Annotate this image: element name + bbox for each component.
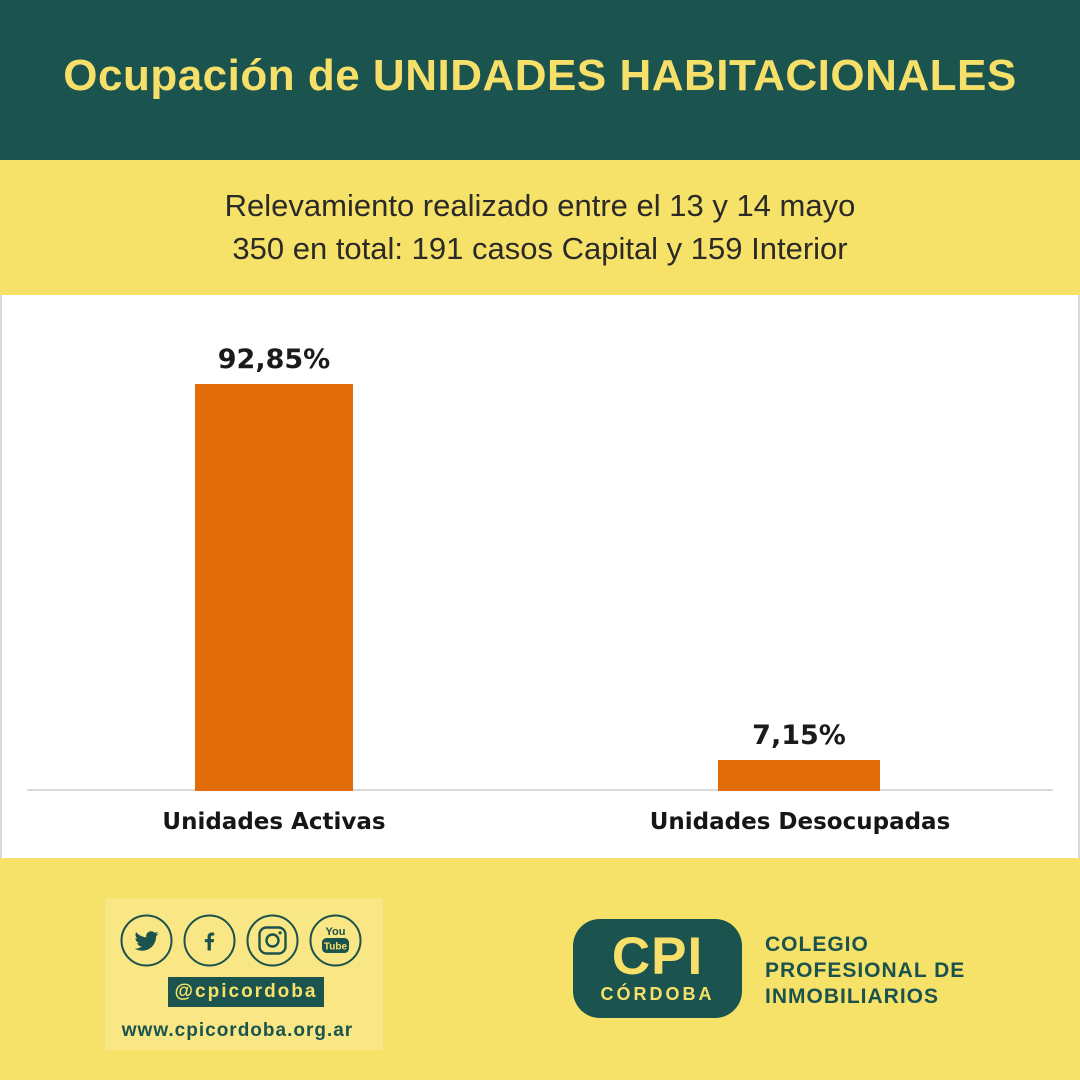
category-label-unidades-desocupadas: Unidades Desocupadas <box>649 809 951 835</box>
youtube-icon[interactable]: You Tube <box>309 914 362 967</box>
social-handle-text: @cpicordoba <box>174 981 318 1002</box>
social-panel-background <box>105 898 383 1050</box>
bar-unidades-activas <box>195 384 353 791</box>
organization-name-line-1: COLEGIO <box>765 933 869 956</box>
twitter-icon[interactable] <box>120 914 173 967</box>
social-handle-badge[interactable]: @cpicordoba <box>168 977 324 1007</box>
cpi-logo-acronym: CPI <box>611 927 704 986</box>
footer-band: You Tube @cpicordoba www.cpicordoba.org.… <box>0 858 1080 1080</box>
organization-name: COLEGIO PROFESIONAL DE INMOBILIARIOS <box>765 932 965 1010</box>
subtitle-band: Relevamiento realizado entre el 13 y 14 … <box>0 160 1080 295</box>
instagram-icon[interactable] <box>246 914 299 967</box>
x-axis-line <box>27 789 1053 791</box>
facebook-icon[interactable] <box>183 914 236 967</box>
subtitle-line-2: 350 en total: 191 casos Capital y 159 In… <box>232 231 848 266</box>
bar-chart: 92,85% 7,15% Unidades Activas Unidades D… <box>0 295 1080 858</box>
subtitle-line-1: Relevamiento realizado entre el 13 y 14 … <box>224 188 856 223</box>
bar-group-unidades-desocupadas: 7,15% <box>718 311 880 791</box>
page-title: Ocupación de UNIDADES HABITACIONALES <box>63 51 1017 100</box>
bar-unidades-desocupadas <box>718 759 880 791</box>
organization-name-line-3: INMOBILIARIOS <box>765 985 939 1008</box>
header-band: Ocupación de UNIDADES HABITACIONALES <box>0 0 1080 160</box>
bar-group-unidades-activas: 92,85% <box>195 311 353 791</box>
website-link[interactable]: www.cpicordoba.org.ar <box>121 1020 354 1041</box>
bar-value-label: 7,15% <box>752 719 846 751</box>
social-icon-row: You Tube <box>120 914 362 967</box>
organization-name-line-2: PROFESIONAL DE <box>765 959 966 982</box>
youtube-icon-text-top: You <box>326 926 346 938</box>
category-label-unidades-activas: Unidades Activas <box>162 809 386 835</box>
youtube-icon-text-bottom: Tube <box>324 942 348 953</box>
bar-value-label: 92,85% <box>217 344 331 376</box>
cpi-logo: CPI CÓRDOBA <box>573 919 742 1018</box>
cpi-logo-city: CÓRDOBA <box>600 984 715 1004</box>
